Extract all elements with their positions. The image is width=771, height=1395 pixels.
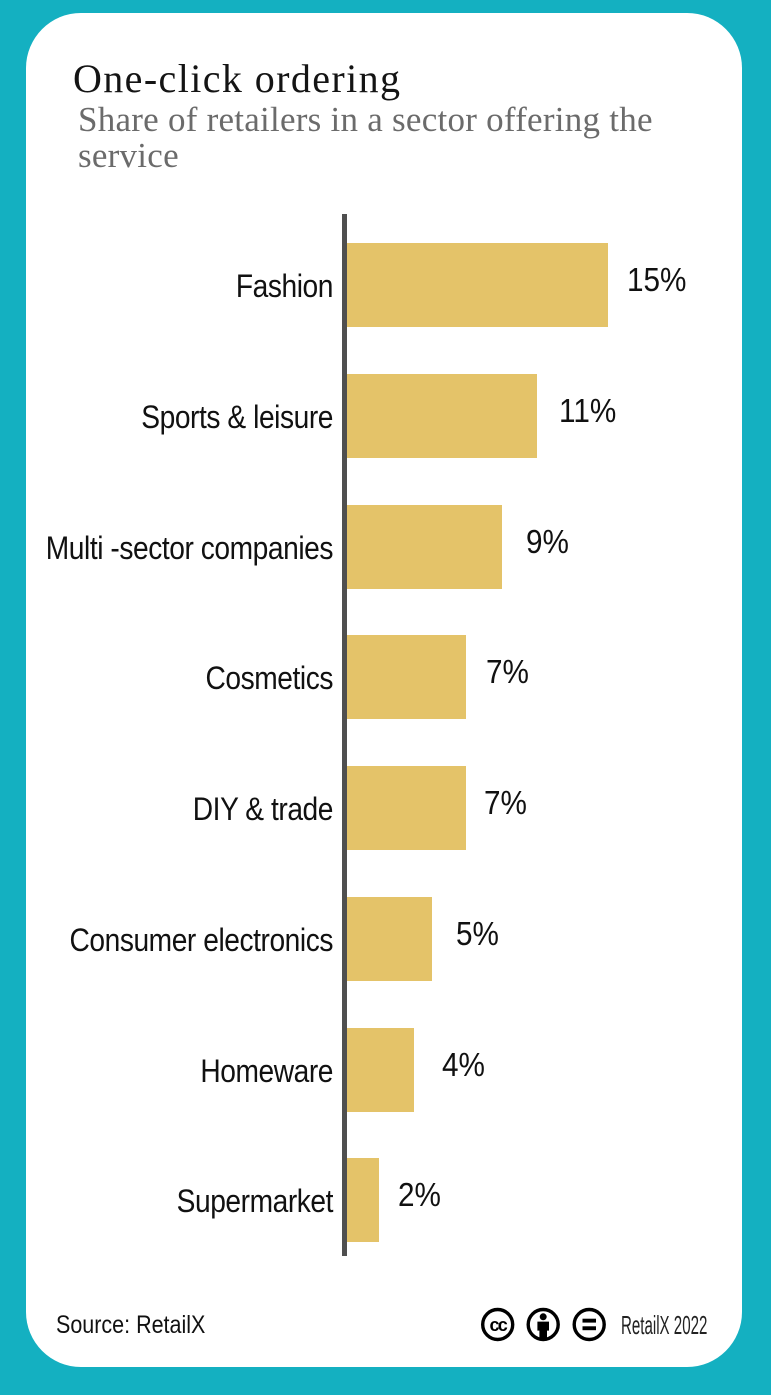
svg-text:cc: cc [489, 1315, 507, 1335]
